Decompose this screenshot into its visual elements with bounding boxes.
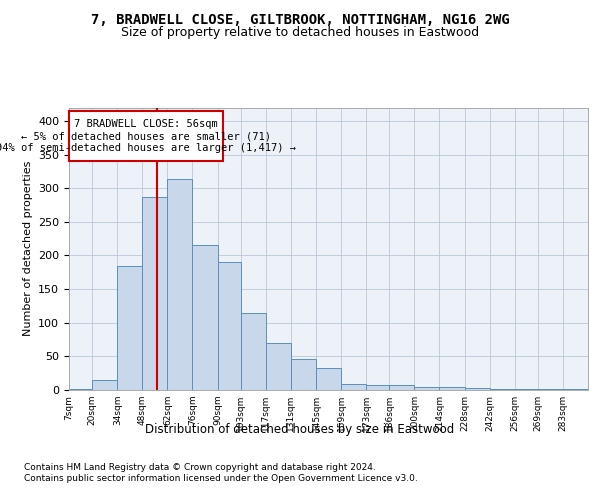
Text: Distribution of detached houses by size in Eastwood: Distribution of detached houses by size … — [145, 422, 455, 436]
Bar — [266, 343, 291, 390]
Bar — [439, 388, 464, 390]
Bar — [316, 368, 341, 390]
Text: 7 BRADWELL CLOSE: 56sqm: 7 BRADWELL CLOSE: 56sqm — [74, 119, 218, 129]
Bar — [366, 384, 389, 390]
Text: 94% of semi-detached houses are larger (1,417) →: 94% of semi-detached houses are larger (… — [0, 143, 296, 153]
Bar — [241, 312, 266, 390]
Bar — [69, 111, 223, 162]
Text: Contains public sector information licensed under the Open Government Licence v3: Contains public sector information licen… — [24, 474, 418, 483]
Bar — [218, 262, 241, 390]
Bar — [291, 359, 316, 390]
Bar — [142, 197, 167, 390]
Bar — [69, 388, 92, 390]
Bar — [490, 388, 515, 390]
Bar — [341, 384, 366, 390]
Bar — [389, 386, 415, 390]
Text: Contains HM Land Registry data © Crown copyright and database right 2024.: Contains HM Land Registry data © Crown c… — [24, 462, 376, 471]
Bar — [92, 380, 118, 390]
Y-axis label: Number of detached properties: Number of detached properties — [23, 161, 32, 336]
Bar — [415, 386, 439, 390]
Text: Size of property relative to detached houses in Eastwood: Size of property relative to detached ho… — [121, 26, 479, 39]
Bar — [167, 180, 193, 390]
Text: 7, BRADWELL CLOSE, GILTBROOK, NOTTINGHAM, NG16 2WG: 7, BRADWELL CLOSE, GILTBROOK, NOTTINGHAM… — [91, 12, 509, 26]
Bar — [464, 388, 490, 390]
Bar — [193, 246, 218, 390]
Bar — [118, 266, 142, 390]
Text: ← 5% of detached houses are smaller (71): ← 5% of detached houses are smaller (71) — [21, 131, 271, 141]
